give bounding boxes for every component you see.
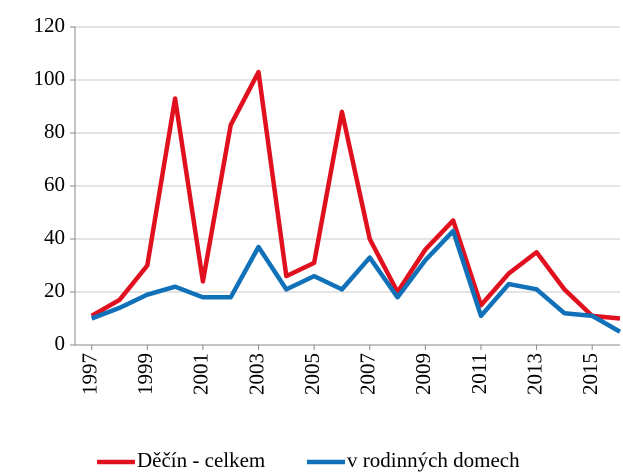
legend-label: v rodinných domech	[347, 448, 520, 472]
x-tick-label: 2003	[244, 353, 268, 395]
x-tick-label: 2001	[189, 353, 213, 395]
x-tick-label: 1997	[77, 353, 101, 395]
x-tick-label: 2009	[411, 353, 435, 395]
x-tick-label: 2015	[578, 353, 602, 395]
y-tick-label: 120	[34, 13, 66, 37]
line-series	[90, 228, 622, 334]
x-tick-label: 2007	[356, 353, 380, 395]
y-tick-label: 60	[44, 172, 65, 196]
y-tick-label: 20	[44, 278, 65, 302]
y-tick-label: 80	[44, 119, 65, 143]
legend-label: Děčín - celkem	[137, 448, 265, 472]
x-tick-label: 2013	[522, 353, 546, 395]
x-tick-label: 2005	[300, 353, 324, 395]
y-tick-label: 0	[55, 331, 66, 355]
y-tick-label: 100	[34, 66, 66, 90]
line-series	[90, 69, 621, 321]
y-tick-label: 40	[44, 225, 65, 249]
x-tick-label: 2011	[467, 353, 491, 394]
x-tick-label: 1999	[133, 353, 157, 395]
